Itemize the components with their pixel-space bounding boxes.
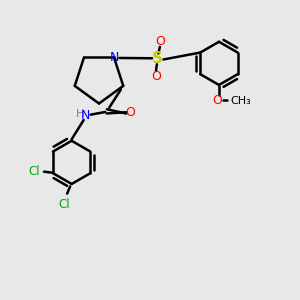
Text: O: O xyxy=(151,70,161,83)
Text: O: O xyxy=(213,94,222,107)
Text: O: O xyxy=(155,35,165,48)
Text: CH₃: CH₃ xyxy=(230,96,251,106)
Text: Cl: Cl xyxy=(58,199,70,212)
Text: O: O xyxy=(125,106,135,119)
Text: S: S xyxy=(152,51,163,66)
Text: N: N xyxy=(109,51,119,64)
Text: H: H xyxy=(76,110,84,119)
Text: Cl: Cl xyxy=(28,165,40,178)
Text: N: N xyxy=(81,110,90,122)
